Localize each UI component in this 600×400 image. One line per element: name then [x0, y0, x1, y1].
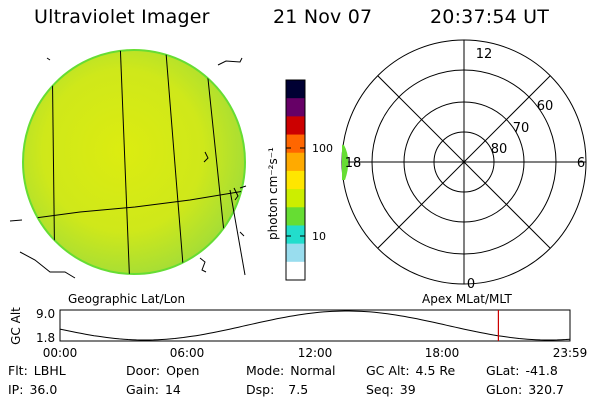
time-tick-2359: 23:59 — [553, 346, 588, 360]
altitude-ymax: 9.0 — [36, 307, 55, 321]
polar-emission-patch — [342, 145, 349, 180]
colorbar-tick-100: 100 — [312, 142, 333, 155]
grid-extensions — [9, 57, 247, 276]
altitude-ymin: 1.8 — [36, 331, 55, 345]
colorbar-swatch — [286, 225, 305, 245]
mlat-label-60: 60 — [537, 99, 554, 114]
polar-mlat-mlt-plot — [341, 39, 587, 285]
colorbar-swatch — [286, 243, 305, 263]
mlat-label-70: 70 — [513, 121, 530, 136]
diag-line-2 — [377, 75, 551, 249]
altitude-plot-frame — [59, 309, 571, 342]
altitude-ylabel: GC Alt — [9, 307, 23, 345]
mlat-label-80: 80 — [491, 142, 508, 157]
altitude-curve — [59, 310, 571, 341]
color-scale-bar — [285, 79, 306, 281]
date-label: 21 Nov 07 — [273, 6, 373, 28]
info-gain: Gain: 14 — [126, 382, 181, 397]
info-flt: Flt: LBHL — [8, 363, 66, 378]
polar-panel-label: Apex MLat/MLT — [422, 292, 512, 306]
colorbar-swatch — [286, 80, 305, 99]
time-tick-0600: 06:00 — [170, 346, 205, 360]
colorbar-swatch — [286, 170, 305, 190]
mlt-label-0: 0 — [467, 277, 475, 292]
mlt-label-12: 12 — [476, 47, 493, 62]
info-door: Door: Open — [126, 363, 200, 378]
info-seq: Seq: 39 — [366, 382, 416, 397]
colorbar-swatch — [286, 207, 305, 226]
colorbar-border — [285, 79, 306, 281]
colorbar-tick-10: 10 — [312, 230, 326, 243]
geographic-panel-label: Geographic Lat/Lon — [68, 292, 185, 306]
geographic-image-panel — [9, 49, 247, 279]
altitude-plot — [59, 309, 571, 342]
info-dsp: Dsp: 7.5 — [246, 382, 309, 397]
time-label: 20:37:54 UT — [430, 6, 550, 28]
instrument-title: Ultraviolet Imager — [34, 6, 210, 28]
colorbar-swatch — [286, 261, 305, 281]
info-glat: GLat: -41.8 — [486, 363, 558, 378]
mlt-label-18: 18 — [345, 156, 362, 171]
time-tick-0000: 00:00 — [43, 346, 78, 360]
colorbar-swatch — [286, 134, 305, 154]
time-tick-1800: 18:00 — [425, 346, 460, 360]
colorbar-ticks — [286, 147, 305, 237]
info-ip: IP: 36.0 — [8, 382, 58, 397]
info-gc-alt: GC Alt: 4.5 Re — [366, 363, 456, 378]
mlt-label-6: 6 — [577, 156, 585, 171]
info-mode: Mode: Normal — [246, 363, 336, 378]
coastlines — [19, 57, 245, 279]
colorbar-swatch — [286, 152, 305, 172]
time-tick-1200: 12:00 — [298, 346, 333, 360]
earth-disk — [22, 49, 246, 275]
colorbar-swatch — [286, 98, 305, 117]
colorbar-unit-label: photon cm⁻²s⁻¹ — [266, 147, 280, 240]
info-glon: GLon: 320.7 — [486, 382, 565, 397]
colorbar-swatch — [286, 189, 305, 208]
colorbar-swatch — [286, 116, 305, 136]
